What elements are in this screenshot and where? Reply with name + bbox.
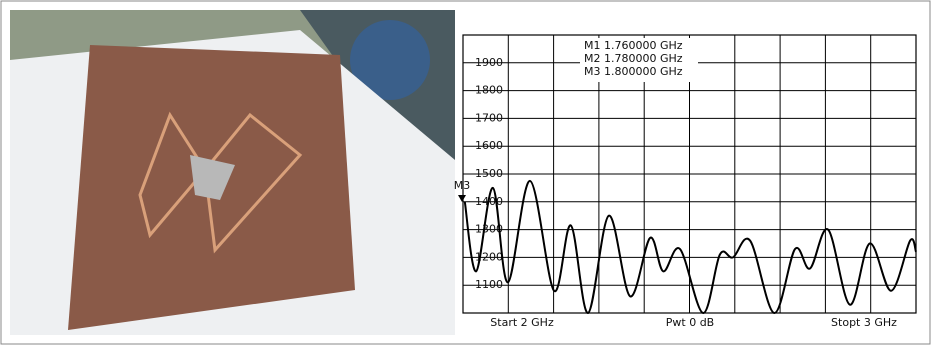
y-tick-label: 1600 [475, 139, 503, 152]
marker-label: M2 1.780000 GHz [584, 52, 683, 65]
y-tick-label: 1700 [475, 111, 503, 124]
x-label-stop: Stopt 3 GHz [831, 316, 897, 329]
photo [10, 10, 455, 335]
y-tick-label: 1900 [475, 56, 503, 69]
y-tick-label: 1800 [475, 84, 503, 97]
marker-label: M1 1.760000 GHz [584, 39, 683, 52]
marker-label: M3 1.800000 GHz [584, 65, 683, 78]
y-tick-label: 1500 [475, 167, 503, 180]
x-label-start: Start 2 GHz [490, 316, 554, 329]
x-label-power: Pwt 0 dB [666, 316, 714, 329]
marker-name: M3 [454, 179, 471, 192]
y-tick-label: 1100 [475, 278, 503, 291]
figure: 110012001300140015001600170018001900M1 1… [0, 0, 931, 345]
